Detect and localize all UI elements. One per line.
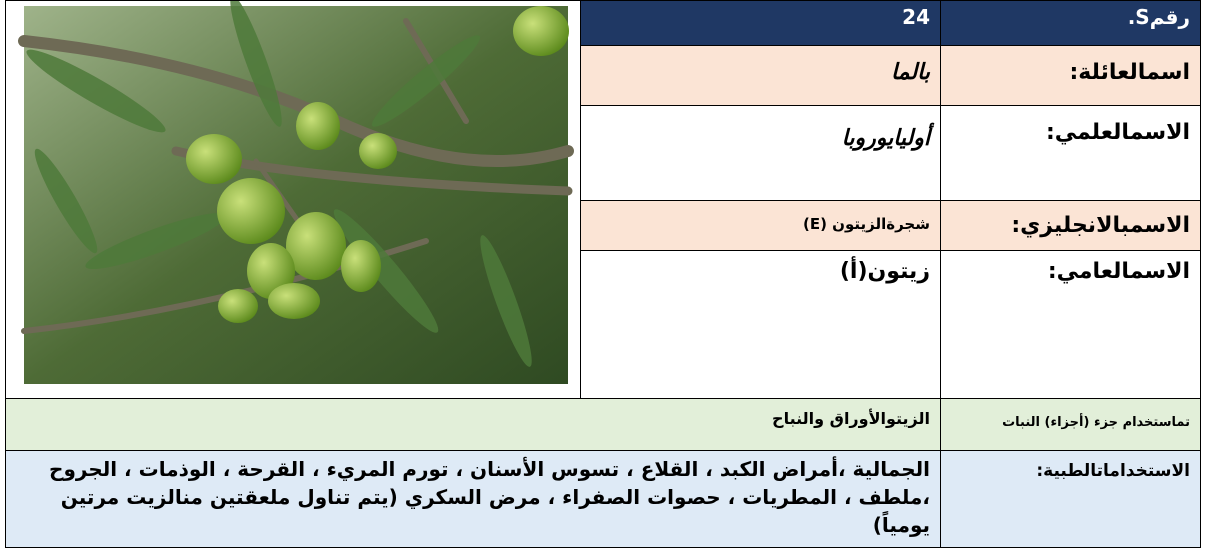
label-cell: الاسمالعلمي: <box>940 105 1201 201</box>
label-cell: اسمالعائلة: <box>940 45 1201 106</box>
value-cell: شجرةالزيتون (E) <box>580 200 941 251</box>
label-cell: الاستخداماتالطبية: <box>940 450 1201 548</box>
value-cell: بالما <box>580 45 941 106</box>
value-cell: 24 <box>580 0 941 46</box>
label-cell: الاسمبالانجليزي: <box>940 200 1201 251</box>
value-cell: الجمالية ،أمراض الكبد ، القلاع ، تسوس ال… <box>5 450 941 548</box>
label-cell: رقمS. <box>940 0 1201 46</box>
value-cell: زيتون(أ) <box>580 250 941 399</box>
value-cell: أوليايوروبا <box>580 105 941 201</box>
value-cell: الزيتوالأوراق والنباح <box>5 398 941 451</box>
olive-photo <box>18 1 574 384</box>
label-cell: تماستخدام جزء (أجزاء) النبات <box>940 398 1201 451</box>
photo-cell <box>5 0 581 399</box>
label-cell: الاسمالعامي: <box>940 250 1201 399</box>
